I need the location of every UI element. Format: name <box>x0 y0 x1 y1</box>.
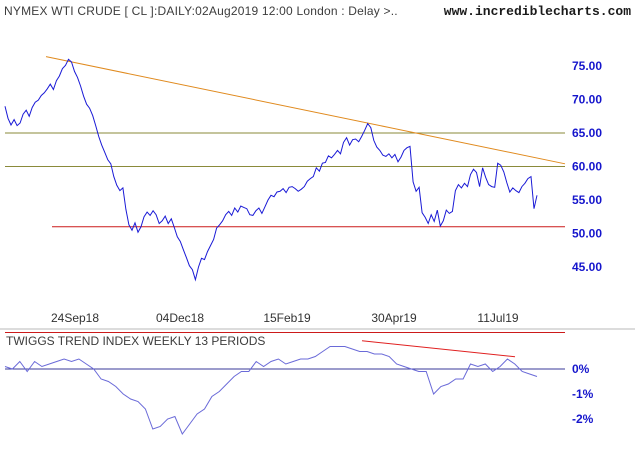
indicator-pane: TWIGGS TREND INDEX WEEKLY 13 PERIODS 0% -… <box>4 334 594 436</box>
price-y-tick-label: 45.00 <box>572 260 602 274</box>
price-y-tick-label: 50.00 <box>572 227 602 241</box>
date-x-tick-label: 04Dec18 <box>156 311 204 325</box>
indicator-y-axis-labels: 0% -1% -2% <box>572 362 594 426</box>
price-y-axis-labels: 75.00 70.00 65.00 60.00 55.00 50.00 45.00 <box>572 59 602 274</box>
chart-title: NYMEX WTI CRUDE [ CL ]:DAILY:02Aug2019 1… <box>4 4 398 18</box>
price-y-tick-label: 60.00 <box>572 160 602 174</box>
date-x-axis-labels: 24Sep18 04Dec18 15Feb19 30Apr19 11Jul19 <box>51 311 519 325</box>
date-x-tick-label: 24Sep18 <box>51 311 99 325</box>
indicator-y-tick-label: -1% <box>572 387 594 401</box>
brand-watermark[interactable]: www.incrediblecharts.com <box>444 4 631 19</box>
price-reference-lines <box>5 56 566 333</box>
price-pane: 75.00 70.00 65.00 60.00 55.00 50.00 45.00 24Se… <box>4 56 602 333</box>
price-y-tick-label: 65.00 <box>572 126 602 140</box>
trend-line <box>45 56 566 165</box>
divergence-line <box>361 340 516 358</box>
indicator-y-tick-label: -2% <box>572 412 594 426</box>
price-y-tick-label: 70.00 <box>572 93 602 107</box>
indicator-y-tick-label: 0% <box>572 362 590 376</box>
date-x-tick-label: 30Apr19 <box>371 311 417 325</box>
date-x-tick-label: 15Feb19 <box>263 311 311 325</box>
price-y-tick-label: 75.00 <box>572 59 602 73</box>
indicator-series-line <box>4 346 538 436</box>
date-x-tick-label: 11Jul19 <box>477 311 518 325</box>
price-y-tick-label: 55.00 <box>572 193 602 207</box>
price-series-line <box>4 58 538 282</box>
indicator-reference-lines <box>5 340 565 370</box>
indicator-title: TWIGGS TREND INDEX WEEKLY 13 PERIODS <box>6 334 265 348</box>
